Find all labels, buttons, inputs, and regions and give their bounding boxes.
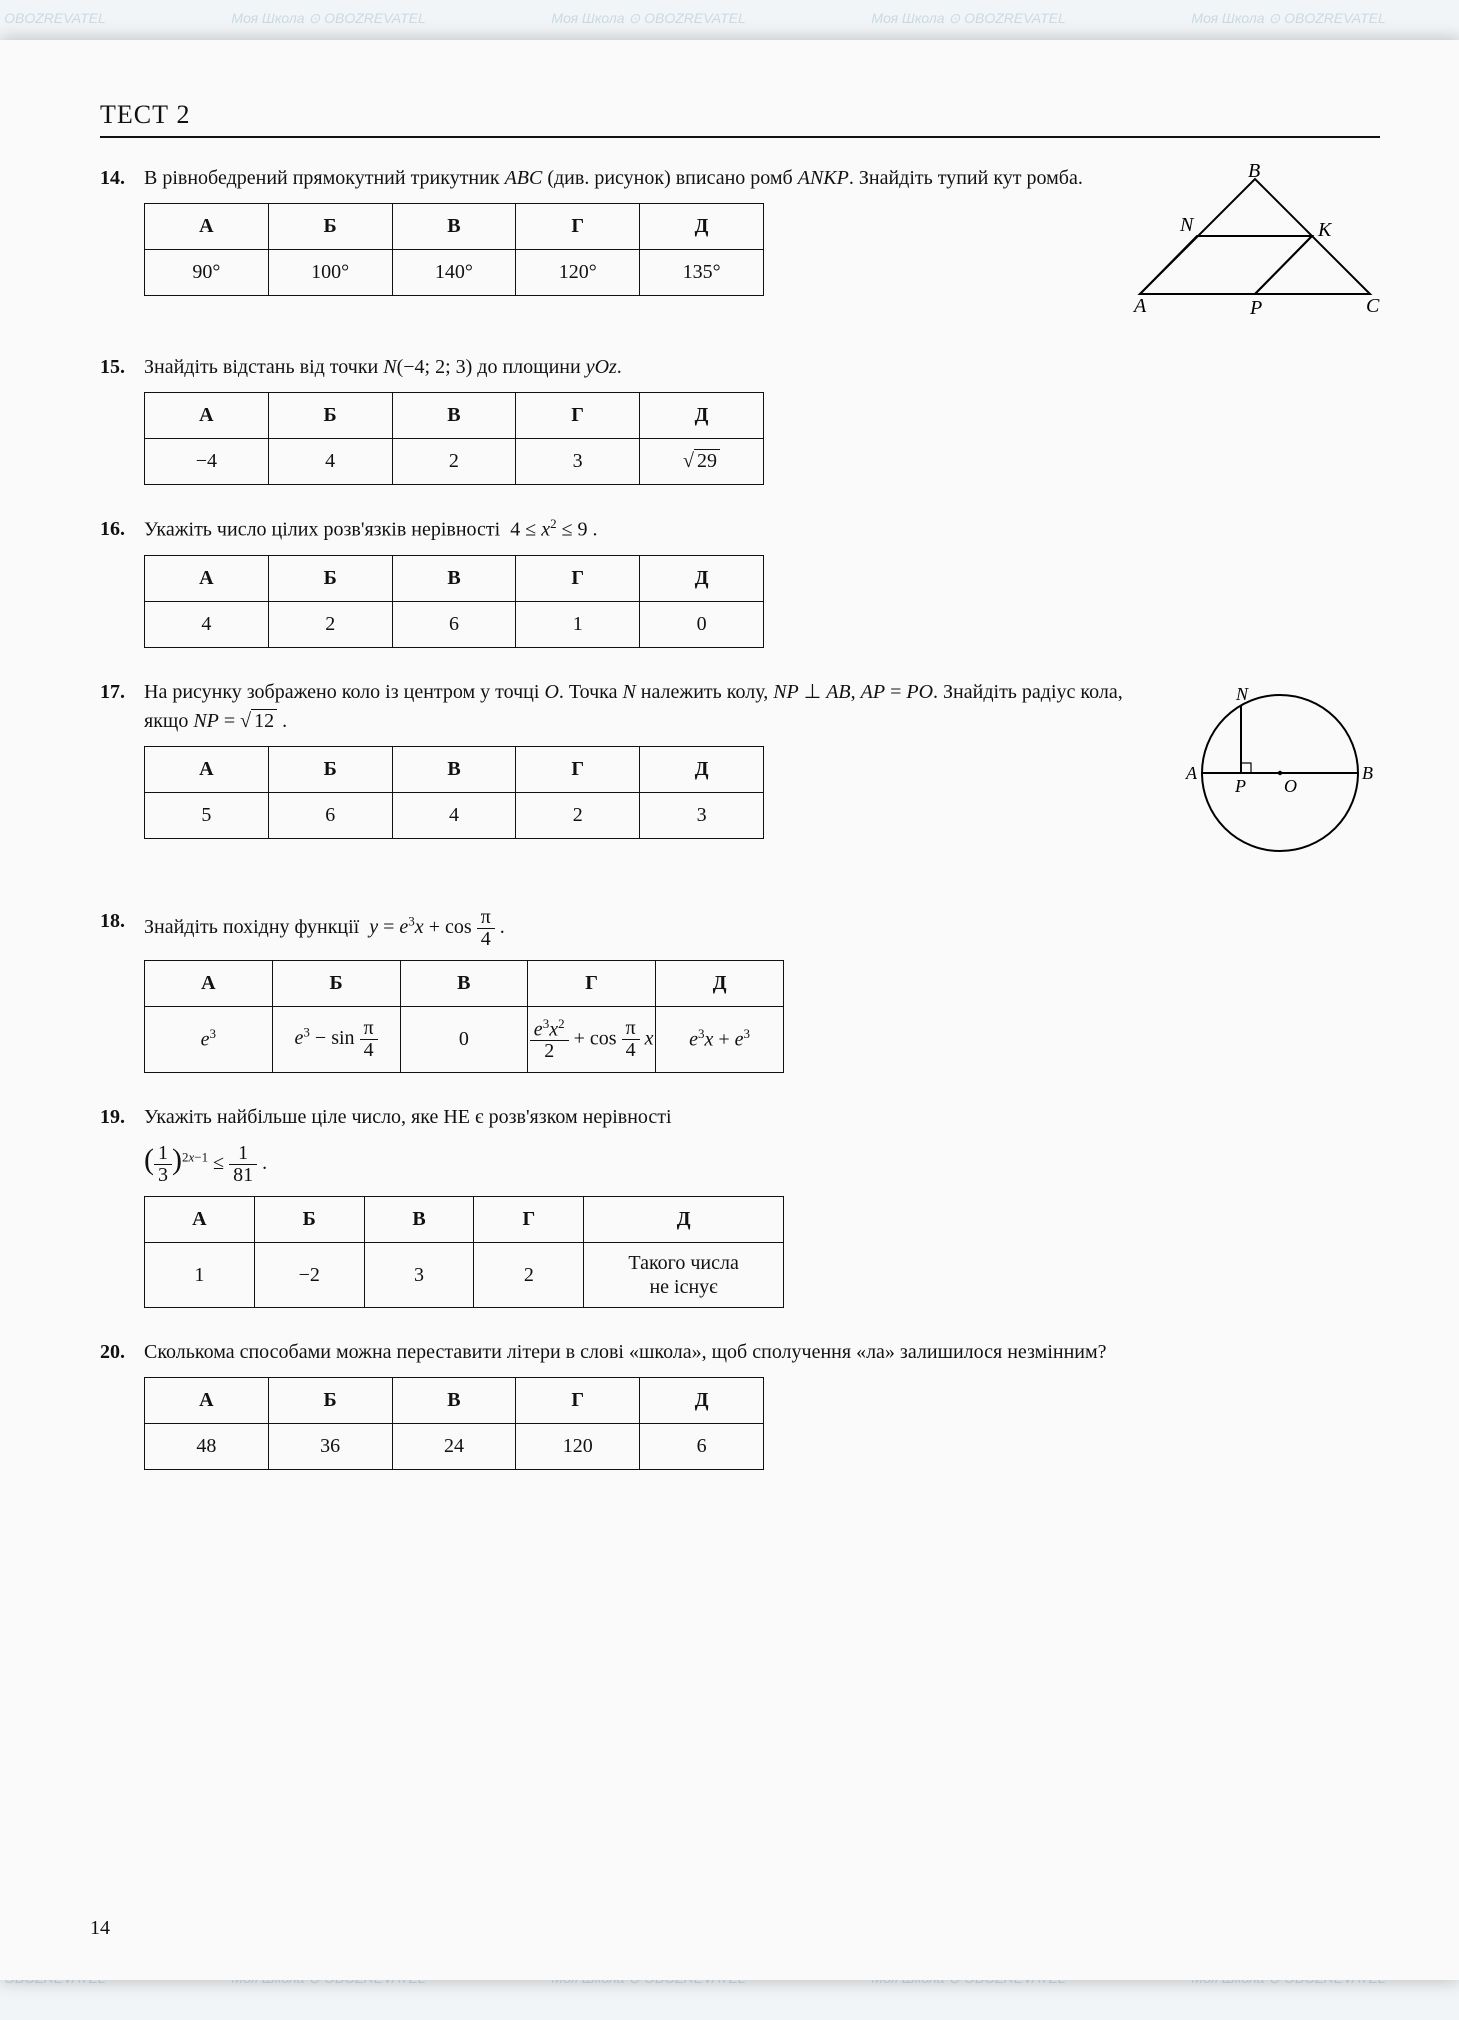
svg-text:B: B (1362, 763, 1373, 783)
question-17: 17. На рисунку зображено коло із центром… (100, 678, 1380, 877)
question-15: 15. Знайдіть відстань від точки N(−4; 2;… (100, 353, 1380, 485)
question-16: 16. Укажіть число цілих розв'язків нерів… (100, 515, 1380, 648)
q15-number: 15. (100, 353, 125, 382)
q18-text: Знайдіть похідну функції y = e3x + cos π… (144, 907, 1380, 950)
q17-answer-table: А Б В Г Д 5 6 4 2 3 (144, 746, 764, 839)
label-N: N (1179, 214, 1195, 236)
label-P: P (1249, 297, 1262, 314)
q20-e: 6 (640, 1424, 764, 1470)
q17-number: 17. (100, 678, 125, 707)
q16-b: 2 (268, 601, 392, 647)
q16-d: 1 (516, 601, 640, 647)
col-c: В (392, 204, 516, 250)
q15-text: Знайдіть відстань від точки N(−4; 2; 3) … (144, 353, 1380, 382)
q18-a: e3 (145, 1006, 273, 1073)
q15-d: 3 (516, 439, 640, 485)
q16-answer-table: А Б В Г Д 4 2 6 1 0 (144, 555, 764, 648)
q20-a: 48 (145, 1424, 269, 1470)
page-header: ТЕСТ 2 (100, 100, 1380, 138)
q20-number: 20. (100, 1338, 125, 1367)
q16-a: 4 (145, 601, 269, 647)
q17-figure: A B N P O (1180, 678, 1380, 877)
q20-c: 24 (392, 1424, 516, 1470)
q16-number: 16. (100, 515, 125, 544)
q16-text: Укажіть число цілих розв'язків нерівност… (144, 515, 1380, 545)
label-C: C (1366, 295, 1380, 314)
q14-text: В рівнобедрений прямокутний трикутник AB… (144, 164, 1106, 193)
q20-d: 120 (516, 1424, 640, 1470)
col-d: Г (516, 204, 640, 250)
q18-e: e3x + e3 (656, 1006, 784, 1073)
col-a: А (145, 204, 269, 250)
q19-answer-table: А Б В Г Д 1 −2 3 2 Такого числане існує (144, 1196, 784, 1308)
q19-c: 3 (364, 1243, 474, 1308)
col-e: Д (640, 204, 764, 250)
q19-e: Такого числане існує (584, 1243, 784, 1308)
q18-number: 18. (100, 907, 125, 936)
q20-text: Сколькома способами можна переставити лі… (144, 1338, 1380, 1367)
q14-number: 14. (100, 164, 125, 193)
q19-number: 19. (100, 1103, 125, 1132)
q16-c: 6 (392, 601, 516, 647)
test-page: ТЕСТ 2 14. В рівнобедрений прямокутний т… (0, 40, 1459, 1980)
q14-figure: A B C N K P (1130, 164, 1380, 323)
q19-text: Укажіть найбільше ціле число, яке НЕ є р… (144, 1103, 1380, 1186)
q17-text: На рисунку зображено коло із центром у т… (144, 678, 1156, 736)
q14-c: 140° (392, 250, 516, 296)
label-B: B (1248, 164, 1260, 182)
q19-d: 2 (474, 1243, 584, 1308)
page-number: 14 (90, 1917, 110, 1940)
question-20: 20. Сколькома способами можна переставит… (100, 1338, 1380, 1470)
q19-b: −2 (254, 1243, 364, 1308)
col-b: Б (268, 204, 392, 250)
question-18: 18. Знайдіть похідну функції y = e3x + c… (100, 907, 1380, 1074)
q18-c: 0 (400, 1006, 528, 1073)
q16-e: 0 (640, 601, 764, 647)
svg-text:A: A (1185, 763, 1198, 783)
q17-d: 2 (516, 792, 640, 838)
q14-answer-table: А Б В Г Д 90° 100° 140° 120° 135° (144, 203, 764, 296)
q15-answer-table: А Б В Г Д −4 4 2 3 √29 (144, 392, 764, 485)
q20-b: 36 (268, 1424, 392, 1470)
q19-a: 1 (145, 1243, 255, 1308)
q15-b: 4 (268, 439, 392, 485)
q15-e: √29 (639, 439, 763, 485)
label-K: K (1317, 219, 1333, 241)
label-A: A (1132, 295, 1147, 314)
question-14: 14. В рівнобедрений прямокутний трикутни… (100, 164, 1380, 323)
svg-text:O: O (1284, 776, 1297, 796)
q17-b: 6 (268, 792, 392, 838)
q17-a: 5 (145, 792, 269, 838)
q20-answer-table: А Б В Г Д 48 36 24 120 6 (144, 1377, 764, 1470)
q17-e: 3 (640, 792, 764, 838)
svg-text:N: N (1235, 684, 1249, 704)
q18-answer-table: А Б В Г Д e3 e3 − sin π4 0 e3x22 + cos π… (144, 960, 784, 1074)
q14-e: 135° (640, 250, 764, 296)
q15-a: −4 (145, 439, 269, 485)
q14-a: 90° (145, 250, 269, 296)
q17-c: 4 (392, 792, 516, 838)
q14-d: 120° (516, 250, 640, 296)
q18-b: e3 − sin π4 (272, 1006, 400, 1073)
question-19: 19. Укажіть найбільше ціле число, яке НЕ… (100, 1103, 1380, 1308)
q15-c: 2 (392, 439, 516, 485)
q14-b: 100° (268, 250, 392, 296)
q18-d: e3x22 + cos π4 x (528, 1006, 656, 1073)
svg-text:P: P (1234, 776, 1246, 796)
